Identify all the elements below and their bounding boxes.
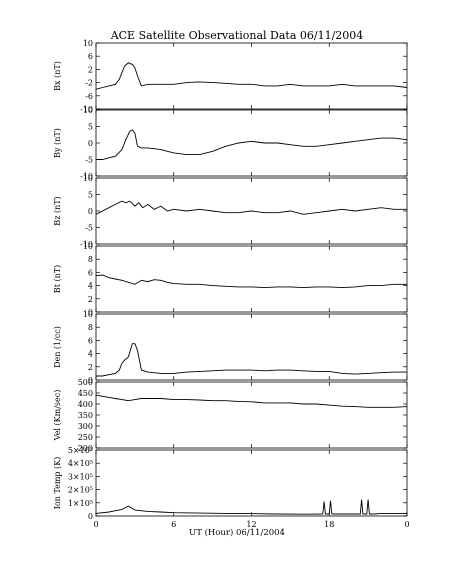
y-axis-label-bt: Bt (nT): [53, 265, 62, 293]
panel-bz: 10 5 0 -5 -10 Bz (nT): [53, 174, 408, 249]
panel-frame-bt: [95, 245, 408, 313]
y-tick-label-bx-1: 6: [88, 52, 93, 61]
series-line-vel: [95, 394, 408, 408]
panel-vel: 500 450 400 350 300 250 200 Vel (Km/sec): [53, 378, 408, 453]
series-line-bx: [95, 62, 408, 90]
y-tick-label-temp-5: 0: [88, 512, 93, 521]
panel-den: 10 8 6 4 2 0 Den (1/cc): [53, 310, 408, 385]
x-tick-label-1: 6: [171, 520, 176, 529]
y-tick-label-temp-2: 3×10⁵: [68, 472, 93, 481]
series-line-bz: [95, 200, 407, 215]
panel-bx: 10 6 2 -2 -6 -10 Bx (nT): [53, 39, 408, 114]
y-tick-label-vel-3: 350: [78, 411, 93, 420]
y-tick-label-bt-3: 4: [88, 282, 93, 291]
series-line-temp: [95, 499, 407, 515]
y-tick-label-bz-0: 10: [83, 174, 93, 183]
y-tick-label-den-1: 8: [88, 323, 93, 332]
y-tick-label-bz-1: 5: [88, 191, 93, 200]
x-tick-label-3: 18: [324, 520, 334, 529]
x-axis-label: UT (Hour) 06/11/2004: [189, 527, 285, 538]
y-tick-label-bz-4: -10: [80, 240, 93, 249]
y-tick-label-bx-3: -2: [85, 79, 93, 88]
y-tick-label-den-4: 2: [88, 363, 93, 372]
y-tick-label-den-5: 0: [88, 376, 93, 385]
panel-by: 10 5 0 -5 -10 By (nT): [53, 106, 408, 181]
panel-frame-by: [95, 109, 408, 177]
y-tick-label-bx-5: -10: [80, 105, 93, 114]
y-tick-label-bt-1: 8: [88, 255, 93, 264]
y-tick-label-bz-2: 0: [88, 207, 93, 216]
y-tick-label-vel-4: 300: [78, 422, 93, 431]
y-axis-label-bz: Bz (nT): [53, 196, 62, 225]
y-axis-label-den: Den (1/cc): [53, 326, 62, 368]
panel-temp: 5×10⁵ 4×10⁵ 3×10⁵ 2×10⁵ 1×10⁵ 0 Ion Temp (K): [53, 446, 408, 521]
y-tick-label-temp-3: 2×10⁵: [68, 486, 93, 495]
y-tick-label-bx-2: 2: [88, 65, 93, 74]
y-axis-label-bx: Bx (nT): [53, 61, 62, 91]
y-tick-label-by-0: 10: [83, 106, 93, 115]
y-tick-label-by-3: -5: [85, 156, 93, 165]
panel-frame-temp: [95, 449, 408, 517]
y-tick-label-temp-0: 5×10⁵: [68, 446, 93, 455]
y-tick-label-vel-5: 250: [78, 433, 93, 442]
panel-frame-bx: [95, 42, 408, 110]
y-tick-label-bx-4: -6: [85, 92, 93, 101]
y-axis-label-vel: Vel (Km/sec): [53, 390, 62, 442]
y-axis-label-by: By (nT): [53, 128, 62, 158]
y-tick-label-bt-0: 10: [83, 242, 93, 251]
x-tick-label-4: 0: [404, 520, 409, 529]
y-tick-label-bz-3: -5: [85, 224, 93, 233]
y-tick-label-vel-1: 450: [78, 389, 93, 398]
y-tick-label-bx-0: 10: [83, 39, 93, 48]
y-tick-label-by-4: -10: [80, 172, 93, 181]
panel-frame-vel: [95, 381, 408, 449]
y-tick-label-bt-4: 2: [88, 295, 93, 304]
chart-title: ACE Satellite Observational Data 06/11/2…: [110, 29, 364, 42]
y-tick-label-den-2: 6: [88, 336, 93, 345]
y-tick-label-bt-5: 0: [88, 308, 93, 317]
y-tick-label-den-0: 10: [83, 310, 93, 319]
y-tick-label-by-2: 0: [88, 139, 93, 148]
y-tick-label-by-1: 5: [88, 123, 93, 132]
y-tick-label-temp-4: 1×10⁵: [68, 499, 93, 508]
x-tick-label-2: 12: [246, 520, 256, 529]
y-tick-label-vel-0: 500: [78, 378, 93, 387]
series-line-by: [96, 129, 408, 160]
y-tick-label-vel-2: 400: [78, 400, 93, 409]
x-tick-label-0: 0: [93, 520, 98, 529]
series-line-bt: [95, 274, 407, 289]
y-tick-label-den-3: 4: [88, 350, 93, 359]
y-tick-label-vel-6: 200: [78, 444, 93, 453]
y-tick-label-temp-1: 4×10⁵: [68, 459, 93, 468]
y-axis-label-temp: Ion Temp (K): [53, 457, 62, 510]
series-line-den: [96, 343, 407, 377]
y-tick-label-bt-2: 6: [88, 268, 93, 277]
panel-bt: 10 8 6 4 2 0 Bt (nT): [53, 242, 408, 317]
